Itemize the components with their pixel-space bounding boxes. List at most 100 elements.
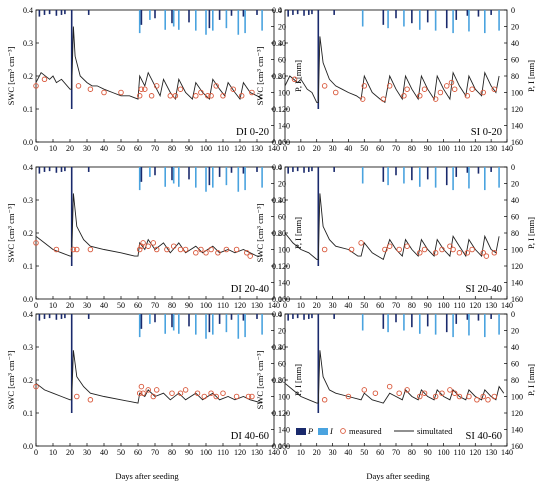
- y-right-tick-label: 40: [278, 343, 286, 352]
- irrigation-bar: [205, 10, 207, 35]
- precipitation-bar: [455, 167, 458, 177]
- measured-point: [136, 390, 143, 396]
- measured-point: [321, 83, 328, 89]
- x-tick-label: 60: [376, 301, 384, 310]
- measured-point: [386, 83, 393, 89]
- precipitation-bar: [477, 10, 480, 17]
- measured-point: [145, 387, 151, 393]
- precipitation-bar: [287, 314, 289, 321]
- x-tick-label: 100: [200, 144, 212, 153]
- irrigation-bar: [225, 167, 228, 186]
- x-tick-label: 140: [501, 144, 513, 153]
- measured-point: [193, 250, 199, 256]
- x-tick-label: 20: [313, 144, 321, 153]
- precipitation-bar: [154, 167, 156, 176]
- precipitation-bar: [477, 314, 480, 321]
- x-tick-label: 70: [151, 144, 159, 153]
- y-tick-label: 0.4: [272, 6, 282, 15]
- precipitation-bar: [55, 10, 58, 16]
- x-tick-label: 50: [360, 448, 368, 457]
- precipitation-bar: [256, 314, 258, 319]
- y-right-tick-label: 20: [511, 23, 519, 32]
- irrigation-bar: [225, 314, 228, 333]
- x-tick-label: 80: [408, 448, 416, 457]
- measured-point: [382, 246, 388, 253]
- x-tick-label: 50: [360, 144, 368, 153]
- precipitation-bar: [55, 167, 58, 173]
- irrigation-bar: [205, 314, 207, 339]
- x-tick-label: 130: [485, 144, 497, 153]
- x-tick-label: 140: [268, 144, 280, 153]
- x-tick-label: 0: [283, 448, 287, 457]
- irrigation-bar: [178, 10, 180, 30]
- measured-point: [142, 86, 148, 92]
- irrigation-bar: [149, 167, 151, 177]
- measured-point: [361, 83, 368, 89]
- y-right-tick-label: 0: [278, 6, 282, 15]
- precipitation-bar: [64, 167, 66, 172]
- precipitation-bar: [317, 314, 320, 413]
- irrigation-bar: [484, 167, 486, 191]
- irrigation-bar: [484, 10, 486, 34]
- x-tick-label: 130: [485, 448, 497, 457]
- x-tick-label: 0: [283, 301, 287, 310]
- precipitation-bar: [411, 167, 413, 181]
- y-axis-label: SWC [cm³ cm⁻³]: [6, 46, 16, 105]
- y-right-tick-label: 100: [511, 246, 523, 255]
- x-tick-label: 130: [485, 301, 497, 310]
- y-right-tick-label: 80: [278, 229, 286, 238]
- measured-point: [439, 246, 445, 253]
- irrigation-bar: [205, 167, 207, 192]
- measured-point: [432, 250, 439, 256]
- precipitation-bar: [208, 314, 211, 333]
- precipitation-bar: [307, 10, 310, 15]
- precipitation-bar: [455, 314, 458, 324]
- measured-point: [401, 93, 407, 99]
- x-tick-label: 140: [268, 448, 280, 457]
- measured-point: [396, 246, 402, 253]
- y-right-tick-label: 120: [278, 409, 290, 418]
- legend-measured-marker: [340, 428, 346, 434]
- precipitation-bar: [60, 314, 63, 319]
- precipitation-bar: [307, 167, 310, 172]
- measured-point: [150, 393, 157, 400]
- y-right-tick-label: 40: [278, 39, 286, 48]
- panel-label: DI 20-40: [231, 284, 269, 295]
- y-tick-label: 0.0: [23, 442, 33, 451]
- x-tick-label: 10: [297, 144, 305, 153]
- y-right-tick-label: 40: [278, 196, 286, 205]
- y-axis-label: SWC [cm³ cm⁻³]: [255, 203, 265, 262]
- measured-point: [170, 243, 177, 249]
- precipitation-bar: [171, 314, 173, 328]
- irrigation-bar: [237, 314, 240, 339]
- measured-point: [321, 246, 328, 253]
- x-tick-label: 90: [185, 301, 193, 310]
- measured-point: [153, 387, 160, 393]
- precipitation-bar: [311, 314, 313, 319]
- x-tick-label: 20: [313, 301, 321, 310]
- measured-point: [247, 253, 253, 259]
- measured-point: [380, 96, 387, 102]
- x-tick-label: 0: [283, 144, 287, 153]
- y-right-tick-label: 80: [511, 229, 519, 238]
- measured-point: [386, 243, 393, 249]
- precipitation-bar: [48, 167, 51, 172]
- measured-point: [140, 390, 146, 396]
- irrigation-bar: [418, 167, 421, 187]
- precipitation-bar: [395, 167, 397, 176]
- x-tick-label: 30: [83, 301, 91, 310]
- x-tick-label: 140: [268, 301, 280, 310]
- precipitation-bar: [303, 314, 305, 320]
- y-right-axis-label: P, I [mm]: [526, 217, 536, 249]
- precipitation-bar: [188, 10, 190, 23]
- precipitation-bar: [296, 167, 299, 172]
- measured-point: [182, 387, 189, 393]
- precipitation-bar: [333, 314, 335, 319]
- measured-point: [136, 93, 143, 99]
- irrigation-bar: [138, 314, 141, 338]
- y-right-tick-label: 140: [511, 122, 523, 131]
- y-tick-label: 0.2: [272, 72, 282, 81]
- precipitation-bar: [307, 314, 310, 319]
- y-tick-label: 0.0: [272, 442, 282, 451]
- irrigation-bar: [361, 314, 364, 331]
